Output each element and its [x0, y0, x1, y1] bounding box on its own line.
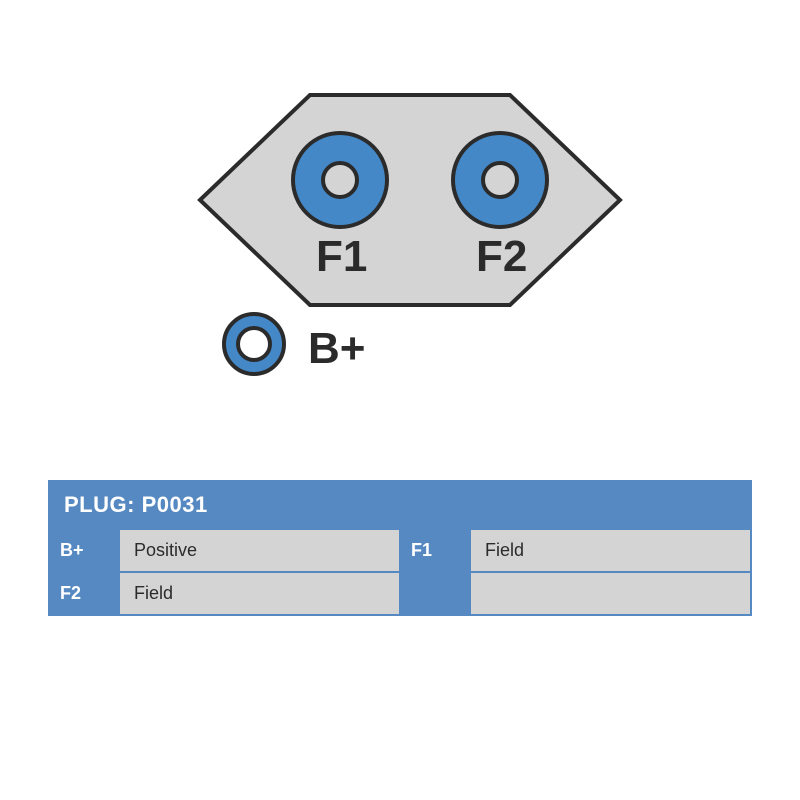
pin-code-cell: [401, 573, 471, 614]
table-body: B+ Positive F1 Field F2 Field: [50, 528, 750, 614]
pin-f1-inner: [323, 163, 357, 197]
connector-diagram: F1 F2 B+: [0, 0, 800, 460]
pin-bplus-inner: [238, 328, 270, 360]
pin-label-f2: F2: [476, 232, 527, 282]
pin-desc-cell: Field: [120, 573, 401, 614]
pin-label-bplus: B+: [308, 324, 365, 374]
pin-label-f1: F1: [316, 232, 367, 282]
pin-desc-cell: Positive: [120, 530, 401, 571]
table-header-prefix: PLUG:: [64, 492, 142, 517]
pin-code-cell: F1: [401, 530, 471, 571]
table-header: PLUG: P0031: [50, 482, 750, 528]
pinout-table: PLUG: P0031 B+ Positive F1 Field F2 Fiel…: [48, 480, 752, 616]
pin-desc-cell: [471, 573, 750, 614]
pin-code-cell: B+: [50, 530, 120, 571]
pin-code-cell: F2: [50, 573, 120, 614]
table-header-value: P0031: [142, 492, 208, 517]
connector-body-hex: [200, 95, 620, 305]
pin-f2-inner: [483, 163, 517, 197]
pin-desc-cell: Field: [471, 530, 750, 571]
connector-svg: [0, 0, 800, 460]
table-row: B+ Positive F1 Field: [50, 528, 750, 571]
table-row: F2 Field: [50, 571, 750, 614]
